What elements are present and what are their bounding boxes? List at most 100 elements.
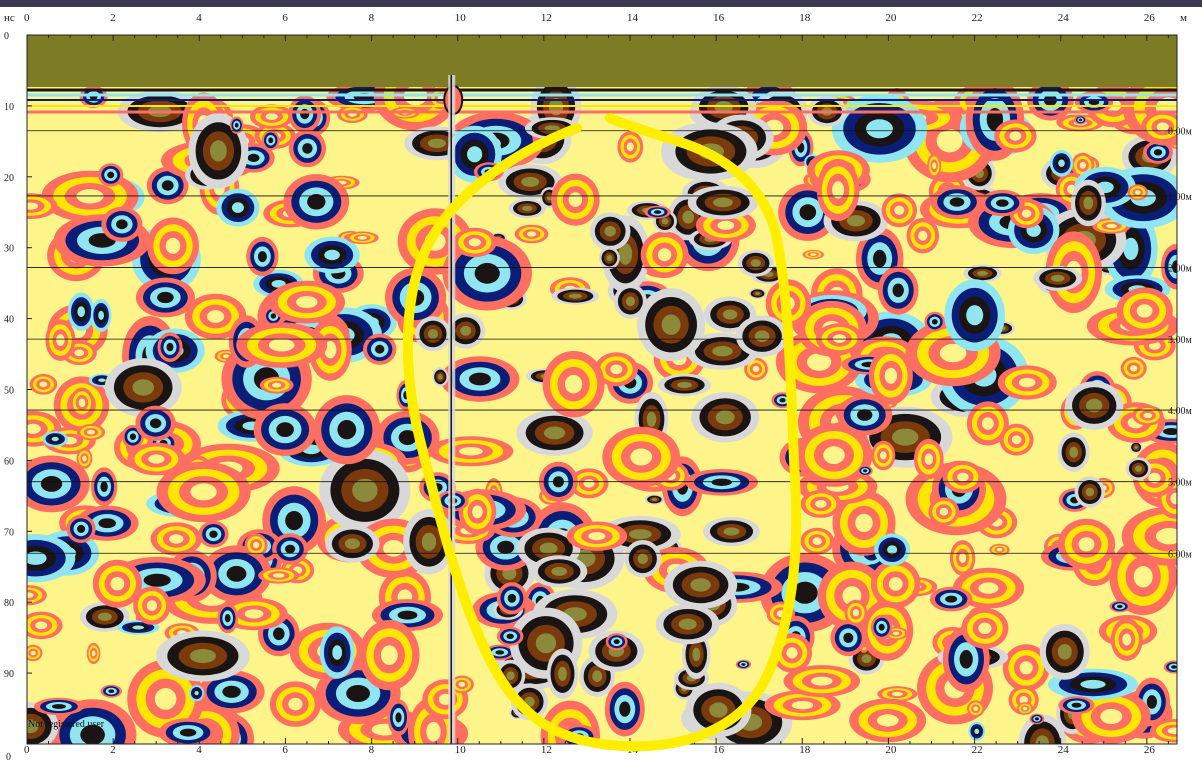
x-tick-label-bottom: 8 [369, 744, 375, 756]
reflection-blob [39, 381, 48, 388]
reflection-blob [190, 483, 217, 501]
reflection-blob [27, 423, 41, 434]
reflection-blob [497, 540, 515, 554]
reflection-blob [977, 270, 988, 276]
y-tick-label: 30 [4, 244, 14, 255]
reflection-blob [568, 293, 582, 299]
reflection-blob [166, 342, 174, 352]
reflection-blob [863, 469, 868, 473]
reflection-blob [857, 409, 873, 421]
reflection-blob [468, 372, 491, 386]
reflection-blob [459, 447, 483, 456]
reflection-blob [467, 146, 483, 163]
reflection-blob [1080, 679, 1106, 689]
reflection-blob [380, 645, 398, 665]
reflection-blob [148, 454, 165, 464]
x-tick-label-bottom: 20 [885, 744, 897, 756]
reflection-blob [506, 633, 514, 639]
reflection-blob [458, 681, 466, 687]
reflection-blob [568, 192, 583, 207]
x-tick-label-bottom: 18 [799, 744, 811, 756]
reflection-blob [307, 194, 326, 210]
reflection-blob [713, 197, 733, 208]
depth-label: 1.00м [1168, 192, 1193, 203]
reflection-blob [1078, 537, 1095, 552]
reflection-blob [606, 254, 613, 262]
reflection-blob [682, 210, 694, 224]
reflection-blob [1100, 708, 1123, 725]
reflection-blob [588, 532, 606, 541]
reflection-blob [222, 354, 230, 359]
reflection-blob [1078, 118, 1083, 122]
x-tick-label-top: 14 [627, 12, 639, 24]
reflection-blob [618, 243, 633, 265]
reflection-blob [637, 553, 648, 565]
x-tick-label-top: 20 [885, 12, 897, 24]
reflection-blob [224, 614, 231, 623]
reflection-blob [1134, 445, 1138, 449]
reflection-blob [651, 498, 658, 501]
reflection-blob [460, 325, 472, 336]
reflection-blob [157, 291, 174, 304]
reflection-blob [792, 581, 818, 604]
reflection-blob [626, 142, 634, 152]
reflection-blob [324, 341, 337, 359]
reflection-blob [1086, 398, 1103, 413]
reflection-blob [973, 706, 979, 711]
reflection-blob [892, 631, 900, 636]
reflection-blob [1172, 260, 1177, 274]
air-wave-band [27, 35, 1177, 87]
reflection-blob [583, 479, 595, 488]
reflection-blob [344, 538, 360, 550]
reflection-blob [843, 632, 854, 644]
reflection-blob [1050, 274, 1065, 282]
x-tick-label-top: 16 [713, 12, 725, 24]
reflection-blob [495, 650, 505, 655]
y-tick-label: 40 [4, 315, 14, 326]
reflection-blob [884, 367, 898, 384]
x-tick-label-top: 26 [1144, 12, 1156, 24]
watermark-text: Not registered user [28, 719, 105, 730]
x-unit-label: м [1180, 12, 1187, 24]
reflection-blob [711, 478, 732, 486]
reflection-blob [939, 343, 967, 363]
reflection-blob [880, 451, 887, 460]
reflection-blob [978, 582, 999, 594]
reflection-blob [959, 650, 973, 669]
reflection-blob [723, 527, 740, 536]
reflection-blob [1133, 566, 1153, 588]
x-tick-label-top: 24 [1058, 12, 1070, 24]
reflection-blob [786, 647, 798, 659]
reflection-blob [474, 262, 500, 284]
reflection-blob [337, 420, 357, 440]
reflection-blob [949, 197, 965, 207]
reflection-blob [755, 292, 760, 295]
reflection-blob [30, 650, 36, 656]
reflection-blob [646, 411, 657, 427]
reflection-blob [35, 621, 48, 630]
x-tick-label-top: 2 [110, 12, 116, 24]
reflection-blob [543, 426, 566, 440]
x-tick-label-top: 18 [799, 12, 811, 24]
x-tick-label-bottom: 16 [713, 744, 725, 756]
y-unit-label: нс [4, 12, 15, 24]
reflection-blob [1019, 696, 1028, 705]
reflection-blob [619, 701, 631, 717]
x-tick-label-bottom: 0 [24, 744, 30, 756]
reflection-blob [1146, 695, 1157, 709]
x-tick-label-top: 10 [455, 12, 467, 24]
reflection-blob [661, 314, 681, 335]
reflection-blob [855, 513, 873, 533]
x-tick-label-top: 22 [972, 12, 983, 24]
reflection-blob [1011, 435, 1022, 445]
reflection-blob [426, 721, 441, 742]
reflection-blob [526, 231, 537, 237]
reflection-blob [27, 592, 34, 598]
reflection-blob [592, 670, 603, 682]
y-tick-label: 50 [4, 386, 14, 397]
reflection-blob [265, 113, 278, 120]
reflection-blob [1019, 661, 1033, 675]
y-tick-label: 70 [4, 527, 14, 538]
x-tick-label-top: 12 [541, 12, 552, 24]
